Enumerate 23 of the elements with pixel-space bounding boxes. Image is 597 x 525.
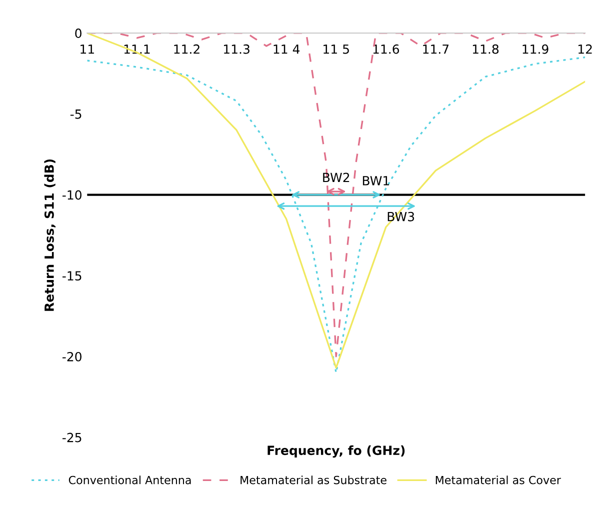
x-tick-label: 11.9 — [522, 44, 548, 54]
y-tick-label: -20 — [62, 352, 82, 362]
legend-label: Metamaterial as Cover — [436, 476, 561, 484]
annotation: BW1 — [362, 176, 390, 186]
x-tick-label: 11.2 — [174, 44, 200, 54]
x-tick-label: 12 — [578, 44, 592, 54]
x-tick-label: 11 4 — [274, 44, 300, 54]
x-tick-label: 11 — [80, 44, 94, 54]
y-tick-label: -10 — [62, 190, 82, 200]
y-tick-label: 0 — [75, 28, 82, 38]
y-tick-label: -15 — [62, 271, 82, 281]
legend-label: Conventional Antenna — [68, 476, 191, 484]
x-tick-label: 11.8 — [472, 44, 499, 54]
x-axis-title: Frequency, fo (GHz) — [268, 445, 405, 458]
annotation: BW2 — [323, 172, 350, 182]
y-axis-title: Return Loss, S11 (dB) — [44, 159, 56, 311]
x-tick-label: 11.7 — [423, 44, 449, 54]
x-tick-label: 11.6 — [373, 44, 400, 54]
y-tick-label: -5 — [70, 110, 82, 119]
legend-label: Metamaterial as Substrate — [240, 476, 386, 484]
y-tick-label: -25 — [62, 432, 82, 442]
x-tick-label: 11 5 — [324, 44, 349, 54]
x-tick-label: 11.3 — [224, 44, 250, 54]
